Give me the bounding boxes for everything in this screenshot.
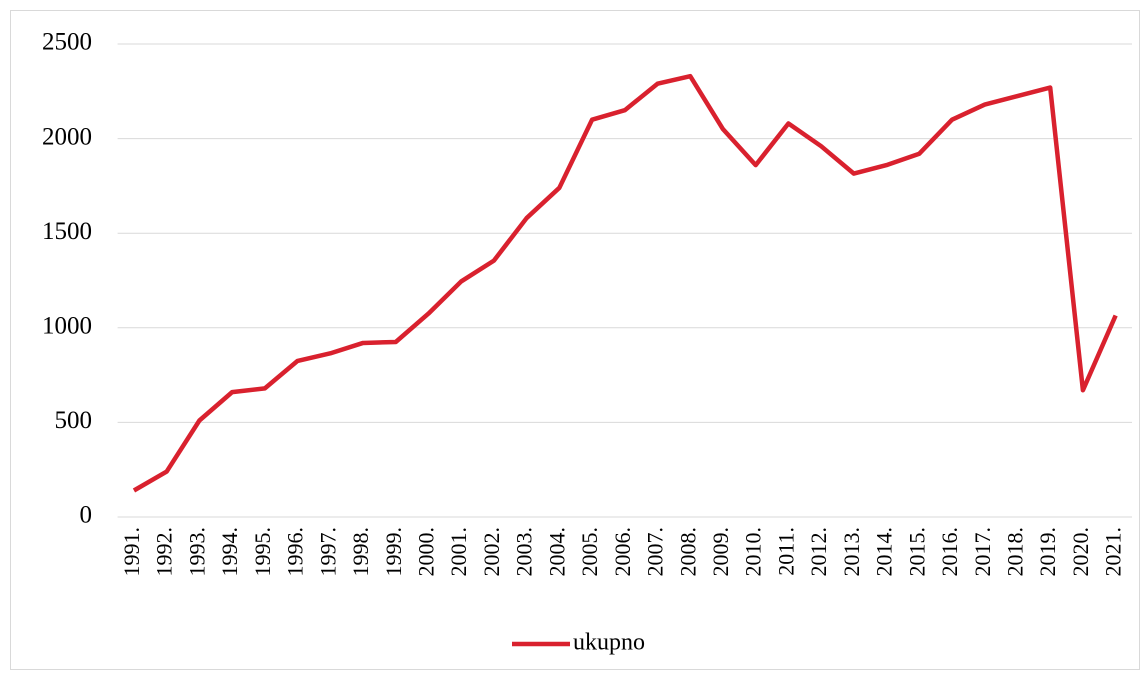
y-tick-label: 1500 — [42, 218, 92, 245]
x-tick-label: 1995. — [250, 527, 275, 577]
y-tick-label: 2000 — [42, 123, 92, 150]
x-tick-label: 2021. — [1101, 527, 1126, 577]
x-tick-label: 2007. — [643, 527, 668, 577]
x-tick-label: 1998. — [348, 527, 373, 577]
x-tick-label: 2009. — [708, 527, 733, 577]
x-tick-label: 2017. — [970, 527, 995, 577]
x-tick-label: 2000. — [414, 527, 439, 577]
x-tick-label: 1999. — [381, 527, 406, 577]
x-tick-label: 2002. — [479, 527, 504, 577]
x-tick-label: 1997. — [315, 527, 340, 577]
x-tick-label: 1993. — [184, 527, 209, 577]
x-tick-label: 2018. — [1003, 527, 1028, 577]
x-tick-label: 2019. — [1035, 527, 1060, 577]
x-tick-label: 2008. — [675, 527, 700, 577]
x-tick-label: 2010. — [741, 527, 766, 577]
x-tick-label: 2015. — [904, 527, 929, 577]
y-tick-label: 2500 — [42, 29, 92, 56]
x-tick-label: 1991. — [119, 527, 144, 577]
legend-label: ukupno — [573, 630, 645, 656]
x-tick-label: 1992. — [152, 527, 177, 577]
x-tick-label: 2006. — [610, 527, 635, 577]
y-tick-label: 500 — [55, 407, 93, 434]
y-tick-label: 0 — [80, 502, 93, 529]
x-tick-label: 2005. — [577, 527, 602, 577]
legend-item: ukupno — [512, 630, 645, 656]
y-tick-label: 1000 — [42, 313, 92, 340]
x-tick-label: 1996. — [283, 527, 308, 577]
x-tick-label: 2016. — [937, 527, 962, 577]
x-tick-label: 2003. — [512, 527, 537, 577]
x-tick-label: 2014. — [872, 527, 897, 577]
x-tick-label: 2020. — [1068, 527, 1093, 577]
x-tick-label: 1994. — [217, 527, 242, 577]
x-tick-label: 2012. — [806, 527, 831, 577]
line-series — [132, 73, 1118, 493]
x-tick-label: 2011. — [773, 527, 798, 576]
x-tick-label: 2013. — [839, 527, 864, 577]
x-tick-label: 2001. — [446, 527, 471, 577]
x-tick-label: 2004. — [544, 527, 569, 577]
